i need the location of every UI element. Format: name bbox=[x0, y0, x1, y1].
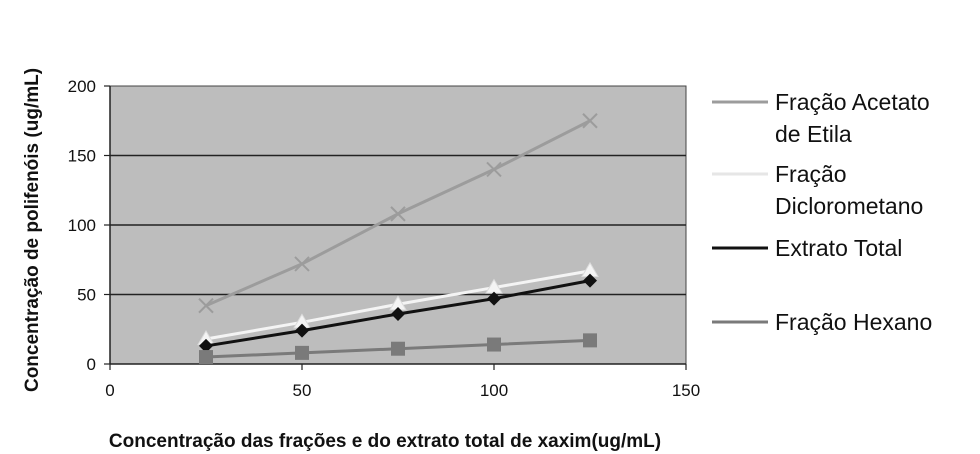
data-point-diamond-marker bbox=[583, 273, 597, 288]
x-tick-label: 0 bbox=[105, 381, 114, 400]
y-tick-label: 200 bbox=[68, 77, 96, 96]
data-point-square-marker bbox=[391, 341, 405, 356]
legend-label: Fração Diclorometano bbox=[775, 161, 923, 219]
legend-item-2: Fração Diclorometano bbox=[712, 161, 923, 219]
x-axis-title: Concentração das frações e do extrato to… bbox=[109, 431, 661, 452]
y-tick-labels: 0 50 100 150 200 bbox=[68, 77, 96, 374]
legend-item-4: Fração Hexano bbox=[712, 309, 932, 335]
x-tick-label: 150 bbox=[672, 381, 700, 400]
series-group bbox=[197, 113, 599, 365]
y-tick-label: 0 bbox=[87, 355, 96, 374]
data-point-x-marker bbox=[390, 206, 406, 222]
data-point-diamond-marker bbox=[295, 323, 309, 338]
y-axis-title: Concentração de polifenóis (ug/mL) bbox=[22, 68, 43, 392]
series-3 bbox=[199, 273, 597, 353]
x-tick-labels: 0 50 100 150 bbox=[105, 381, 700, 400]
data-point-diamond-marker bbox=[199, 338, 213, 353]
x-tick-label: 50 bbox=[293, 381, 312, 400]
data-point-square-marker bbox=[583, 333, 597, 348]
data-point-square-marker bbox=[295, 345, 309, 360]
data-point-square-marker bbox=[199, 350, 213, 365]
legend-label: Extrato Total bbox=[775, 235, 902, 261]
y-tick-label: 100 bbox=[68, 216, 96, 235]
legend-label: Fração Acetato de Etila bbox=[775, 89, 930, 147]
data-point-x-marker bbox=[486, 161, 502, 178]
data-point-x-marker bbox=[198, 297, 214, 314]
series-1 bbox=[198, 113, 598, 314]
data-point-square-marker bbox=[487, 337, 501, 352]
data-point-x-marker bbox=[582, 113, 598, 129]
data-point-x-marker bbox=[294, 256, 310, 272]
data-point-diamond-marker bbox=[391, 306, 405, 321]
series-4 bbox=[199, 333, 597, 365]
legend-item-1: Fração Acetato de Etila bbox=[712, 89, 930, 147]
y-tick-label: 150 bbox=[68, 147, 96, 166]
legend-label: Fração Hexano bbox=[775, 309, 932, 335]
x-tick-label: 100 bbox=[480, 381, 508, 400]
y-tick-label: 50 bbox=[77, 286, 96, 305]
data-point-diamond-marker bbox=[487, 291, 501, 306]
gridlines bbox=[110, 154, 686, 296]
legend-item-3: Extrato Total bbox=[712, 235, 902, 261]
legend: Fração Acetato de Etila Fração Diclorometan… bbox=[712, 89, 932, 335]
